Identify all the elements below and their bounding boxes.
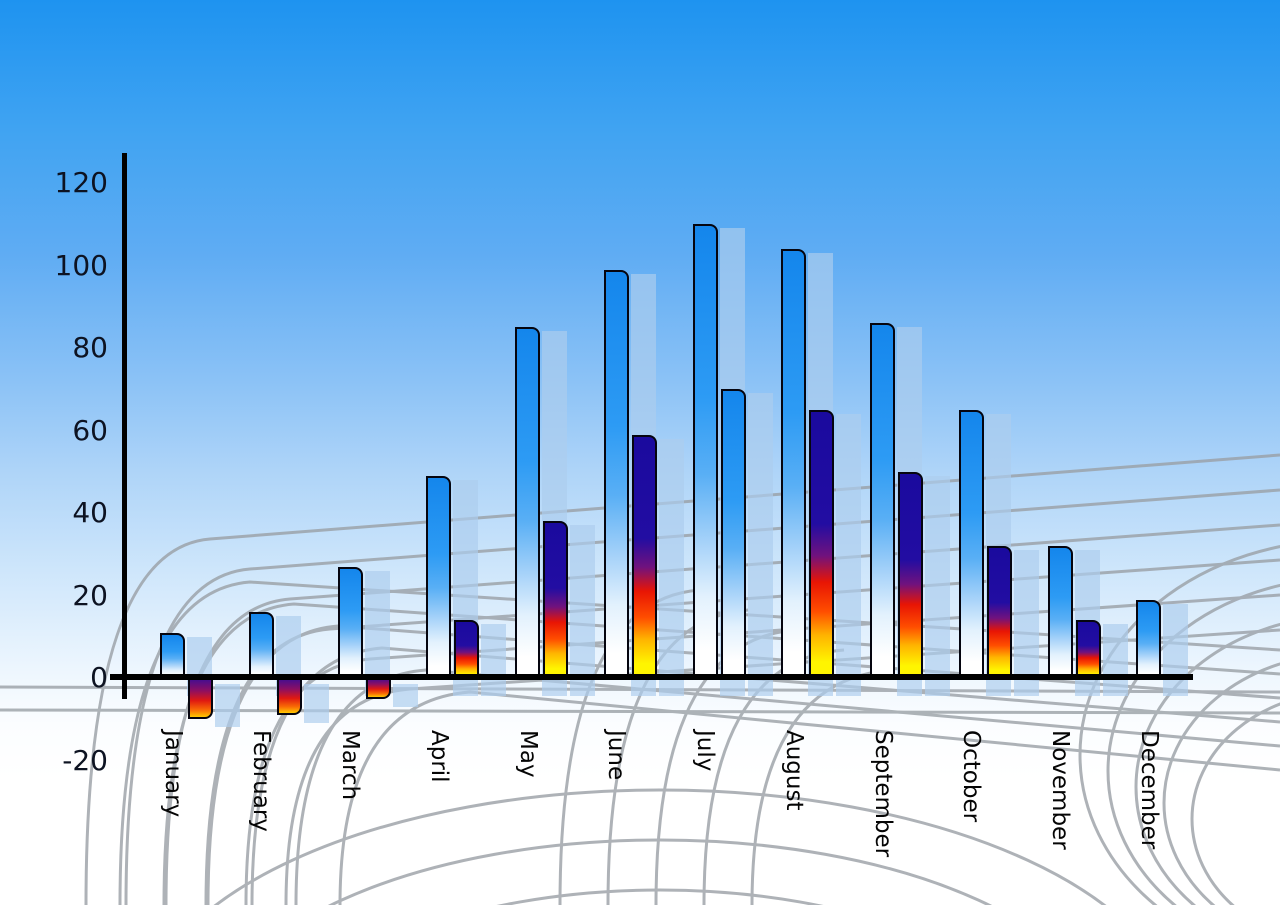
x-label-april: April <box>425 730 452 783</box>
y-tick-40: 40 <box>72 496 108 529</box>
y-tick-80: 80 <box>72 331 108 364</box>
x-label-october: October <box>958 730 985 823</box>
bar-shadow-december-series1 <box>1163 603 1189 696</box>
x-label-september: September <box>869 730 896 858</box>
bar-august-series2 <box>809 409 835 678</box>
bar-november-series2 <box>1075 620 1101 678</box>
x-label-november: November <box>1047 730 1074 850</box>
bar-december-series1 <box>1136 599 1162 678</box>
x-label-december: December <box>1135 730 1162 850</box>
bar-march-series1 <box>337 566 363 678</box>
bar-shadow-september-series2 <box>925 475 951 696</box>
bar-shadow-july-series2 <box>747 393 773 696</box>
x-label-february: February <box>248 730 275 832</box>
bar-november-series1 <box>1047 546 1073 678</box>
bar-july-series2 <box>720 389 746 678</box>
bar-january-series1 <box>160 632 185 678</box>
x-label-may: May <box>514 730 541 778</box>
bar-shadow-october-series2 <box>1013 550 1039 696</box>
bar-august-series1 <box>781 249 807 678</box>
y-axis-line <box>122 153 127 699</box>
bar-october-series1 <box>958 409 984 678</box>
bar-june-series1 <box>603 269 629 678</box>
bar-shadow-may-series2 <box>570 525 596 696</box>
y-tick-0: 0 <box>90 661 108 694</box>
bar-shadow-january-series2 <box>215 684 240 728</box>
bar-january-series2 <box>188 678 213 720</box>
x-label-march: March <box>337 730 364 801</box>
bar-september-series1 <box>870 323 896 678</box>
bar-april-series1 <box>426 475 452 678</box>
bar-october-series2 <box>986 546 1012 678</box>
bar-shadow-june-series2 <box>658 438 684 696</box>
x-axis-line <box>110 674 1193 680</box>
bar-may-series1 <box>515 327 541 678</box>
bar-march-series2 <box>365 678 391 699</box>
y-tick--20: -20 <box>62 743 108 777</box>
x-label-august: August <box>780 730 807 811</box>
y-tick-60: 60 <box>72 413 108 447</box>
bar-february-series2 <box>276 678 302 716</box>
bar-april-series2 <box>454 620 480 678</box>
x-label-january: January <box>159 730 186 818</box>
y-tick-100: 100 <box>54 248 108 282</box>
y-tick-20: 20 <box>72 578 108 612</box>
bar-shadow-march-series2 <box>392 684 418 707</box>
bar-september-series2 <box>898 471 924 678</box>
x-label-june: June <box>603 730 630 781</box>
bar-shadow-april-series2 <box>481 624 507 696</box>
x-label-july: July <box>692 730 719 772</box>
bar-february-series1 <box>248 612 274 678</box>
y-tick-120: 120 <box>54 166 108 199</box>
bar-shadow-november-series2 <box>1102 624 1128 696</box>
bar-july-series1 <box>692 224 718 678</box>
bar-may-series2 <box>543 521 569 678</box>
bar-shadow-august-series2 <box>836 413 862 696</box>
bar-shadow-february-series2 <box>303 684 329 724</box>
bar-june-series2 <box>631 434 657 678</box>
